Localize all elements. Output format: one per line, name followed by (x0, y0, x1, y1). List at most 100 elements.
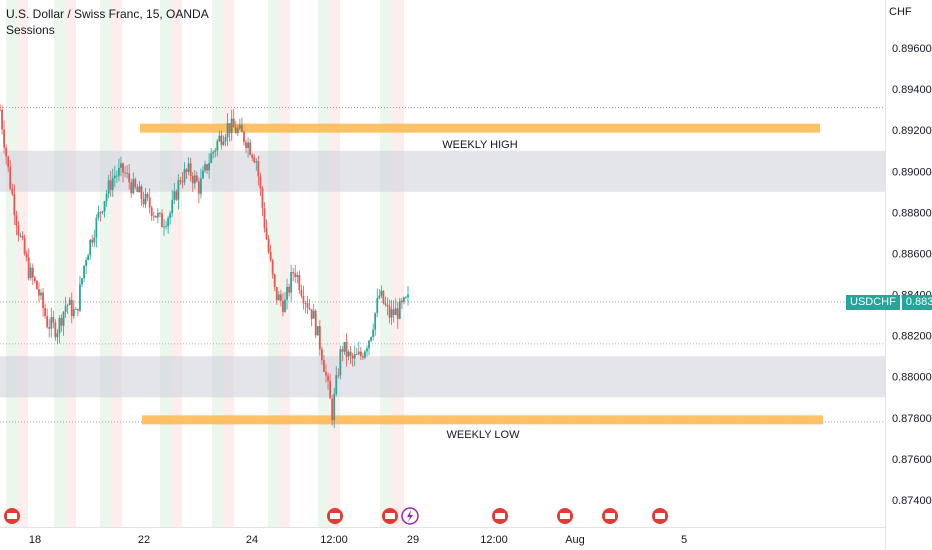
weekly-level-bands (140, 123, 823, 425)
candle-body (259, 176, 262, 189)
candle-body (284, 299, 286, 312)
candle-body (376, 298, 379, 314)
candle-body (107, 180, 110, 194)
candle-body (77, 308, 79, 311)
candle-body (405, 297, 407, 299)
y-tick-label: 0.89400 (892, 84, 932, 96)
x-tick-label: 22 (138, 534, 150, 546)
candle-body (331, 398, 334, 421)
session-column (54, 0, 60, 527)
candle-body (128, 173, 131, 183)
event-flag-icon[interactable] (652, 508, 668, 524)
candle-body (374, 313, 377, 330)
candle-body (257, 161, 260, 177)
candle-body (161, 213, 163, 228)
candle-body (210, 153, 213, 164)
x-tick-label: 29 (407, 534, 419, 546)
price-axis: 0.89600 0.89400 0.89200 0.89000 0.88800 0.886… (885, 0, 932, 550)
candle-body (50, 317, 53, 329)
candle-body (214, 150, 217, 152)
candle-body (91, 239, 94, 243)
candle-body (251, 154, 254, 158)
x-tick-label: Aug (565, 534, 585, 546)
candle-body (23, 237, 26, 254)
candle-body (218, 135, 221, 142)
candle-body (202, 170, 204, 179)
session-column (12, 0, 18, 527)
candle-body (255, 161, 258, 163)
session-column (112, 0, 122, 527)
last-price-tag: USDCHF 0.88364 (846, 295, 932, 310)
candle-body (89, 239, 92, 256)
candle-body (122, 163, 124, 173)
candle-body (261, 188, 264, 209)
event-flag-icon[interactable] (602, 508, 618, 524)
indicator-label[interactable]: Sessions (6, 23, 55, 37)
session-column (330, 0, 340, 527)
candle-body (118, 167, 120, 176)
x-tick-label: 5 (681, 534, 687, 546)
candle-body (357, 351, 360, 355)
candle-body (48, 327, 51, 329)
candle-body (95, 217, 98, 238)
weekly-level-band[interactable] (140, 123, 820, 133)
candle-body (17, 225, 20, 236)
candle-body (384, 303, 387, 305)
y-tick-label: 0.87600 (892, 454, 932, 466)
x-tick-label: 12:00 (320, 534, 348, 546)
weekly-level-band[interactable] (142, 415, 823, 425)
candle-body (382, 290, 385, 304)
candle-body (36, 280, 38, 290)
event-flag-stripes (7, 513, 17, 519)
candle-body (398, 300, 401, 319)
candle-body (120, 163, 122, 168)
candle-body (87, 255, 90, 261)
candle-body (179, 180, 182, 182)
candle-body (335, 375, 338, 394)
candle-body (46, 316, 49, 328)
candle-body (318, 326, 321, 350)
lightning-bolt (407, 510, 413, 522)
session-column (106, 0, 112, 527)
candle-body (191, 175, 194, 184)
event-flag-icon[interactable] (492, 508, 508, 524)
candle-body (0, 109, 1, 111)
candle-body (15, 215, 18, 226)
candle-body (154, 215, 157, 218)
event-flag-icon[interactable] (327, 508, 343, 524)
candle-body (302, 295, 305, 304)
candle-body (70, 299, 73, 317)
candle-body (241, 124, 243, 132)
y-tick-label: 0.89200 (892, 125, 932, 137)
candle-body (138, 186, 141, 193)
candle-body (351, 355, 354, 359)
candle-body (159, 212, 161, 214)
session-column (166, 0, 172, 527)
candle-body (316, 326, 319, 336)
lightning-icon[interactable] (401, 507, 419, 525)
candle-body (292, 272, 295, 274)
session-column (6, 0, 12, 527)
candle-body (220, 135, 223, 145)
candle-body (7, 156, 10, 168)
candle-body (206, 164, 208, 171)
event-flag-icon[interactable] (557, 508, 573, 524)
session-column (392, 0, 404, 527)
candle-body (394, 308, 397, 315)
candle-body (85, 260, 88, 266)
candle-body (173, 191, 176, 200)
candle-body (216, 141, 219, 151)
candle-body (40, 292, 42, 296)
candle-body (290, 272, 293, 293)
candle-body (5, 147, 8, 157)
candle-body (402, 297, 405, 303)
candle-body (388, 306, 391, 318)
y-tick-label: 0.89000 (892, 166, 932, 178)
event-flag-icon[interactable] (382, 508, 398, 524)
session-column (66, 0, 76, 527)
event-flag-icon[interactable] (4, 508, 20, 524)
candle-body (345, 341, 348, 357)
candle-body (364, 351, 366, 358)
candle-body (323, 360, 325, 372)
